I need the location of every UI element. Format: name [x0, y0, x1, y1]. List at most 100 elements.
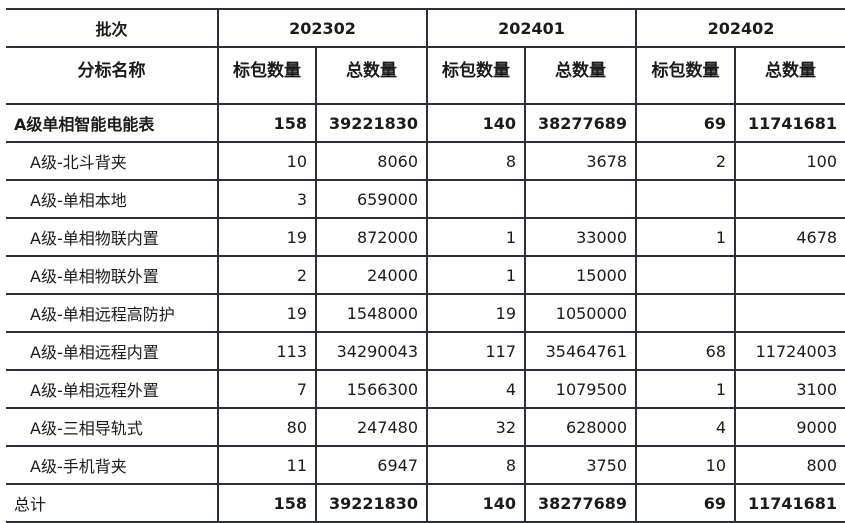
package-count-cell	[635, 293, 736, 333]
total-quantity-cell: 8060	[314, 141, 428, 181]
batch-header: 批次	[6, 8, 218, 48]
name-header: 分标名称	[6, 46, 218, 105]
total-quantity-cell: 247480	[314, 407, 428, 447]
package-count-cell	[426, 179, 526, 219]
total-quantity-header: 总数量	[314, 46, 428, 105]
row-name: 总计	[6, 483, 218, 523]
package-count-cell: 4	[635, 407, 736, 447]
package-count-cell: 158	[217, 483, 316, 523]
total-quantity-cell: 1050000	[524, 293, 637, 333]
row-name: A级-手机背夹	[6, 445, 218, 485]
row-name: A级-单相远程高防护	[6, 293, 218, 333]
package-count-cell: 2	[217, 255, 316, 295]
total-quantity-cell: 659000	[314, 179, 428, 219]
package-count-cell: 1	[426, 217, 526, 257]
total-quantity-cell	[524, 179, 637, 219]
total-quantity-cell: 34290043	[314, 331, 428, 371]
total-quantity-header: 总数量	[734, 46, 845, 105]
table-row: A级-单相本地 3 659000	[6, 179, 845, 219]
total-quantity-cell: 3678	[524, 141, 637, 181]
package-count-cell: 10	[217, 141, 316, 181]
package-count-cell: 7	[217, 369, 316, 409]
row-name: A级-单相本地	[6, 179, 218, 219]
package-count-cell: 140	[426, 103, 526, 143]
package-count-cell	[635, 179, 736, 219]
package-count-cell: 19	[217, 293, 316, 333]
total-quantity-cell: 38277689	[524, 103, 637, 143]
total-quantity-cell: 800	[734, 445, 845, 485]
package-count-cell: 1	[635, 369, 736, 409]
package-count-header: 标包数量	[635, 46, 736, 105]
total-quantity-cell: 1566300	[314, 369, 428, 409]
table-row-category: A级单相智能电能表 158 39221830 140 38277689 69 1174168…	[6, 103, 845, 143]
package-count-cell: 4	[426, 369, 526, 409]
package-count-cell: 8	[426, 445, 526, 485]
table-row: A级-单相远程内置 113 34290043 117 35464761 68 1172400…	[6, 331, 845, 371]
package-count-cell: 10	[635, 445, 736, 485]
total-quantity-cell: 9000	[734, 407, 845, 447]
total-quantity-cell: 628000	[524, 407, 637, 447]
total-quantity-cell: 39221830	[314, 483, 428, 523]
package-count-cell: 19	[426, 293, 526, 333]
total-quantity-cell: 100	[734, 141, 845, 181]
table-row: A级-单相远程高防护 19 1548000 19 1050000	[6, 293, 845, 333]
table-row: A级-北斗背夹 10 8060 8 3678 2 100	[6, 141, 845, 181]
total-quantity-cell: 1548000	[314, 293, 428, 333]
table-row: A级-单相物联外置 2 24000 1 15000	[6, 255, 845, 295]
batch-202402-header: 202402	[635, 8, 845, 48]
package-count-cell: 32	[426, 407, 526, 447]
package-count-cell: 1	[426, 255, 526, 295]
package-count-cell: 68	[635, 331, 736, 371]
total-quantity-cell: 3100	[734, 369, 845, 409]
package-count-cell: 8	[426, 141, 526, 181]
package-count-cell: 158	[217, 103, 316, 143]
total-quantity-cell: 33000	[524, 217, 637, 257]
row-name: A级-北斗背夹	[6, 141, 218, 181]
package-count-cell: 140	[426, 483, 526, 523]
row-name: A级-单相远程外置	[6, 369, 218, 409]
package-count-cell: 19	[217, 217, 316, 257]
package-count-cell: 11	[217, 445, 316, 485]
total-quantity-cell: 6947	[314, 445, 428, 485]
row-name: A级单相智能电能表	[6, 103, 218, 143]
batch-quantity-table: 批次 202302 202401 202402 分标名称 标包数量 总数量 标包…	[6, 8, 845, 523]
package-count-cell: 1	[635, 217, 736, 257]
total-quantity-cell: 1079500	[524, 369, 637, 409]
package-count-cell: 117	[426, 331, 526, 371]
row-name: A级-三相导轨式	[6, 407, 218, 447]
table-row: A级-三相导轨式 80 247480 32 628000 4 9000	[6, 407, 845, 447]
package-count-cell: 69	[635, 103, 736, 143]
total-quantity-cell	[734, 293, 845, 333]
total-quantity-cell: 3750	[524, 445, 637, 485]
total-quantity-cell: 39221830	[314, 103, 428, 143]
package-count-cell: 80	[217, 407, 316, 447]
total-quantity-cell	[734, 179, 845, 219]
total-quantity-cell: 35464761	[524, 331, 637, 371]
header-row-columns: 分标名称 标包数量 总数量 标包数量 总数量 标包数量 总数量	[6, 46, 845, 105]
table-row-total: 总计 158 39221830 140 38277689 69 11741681	[6, 483, 845, 523]
total-quantity-cell: 872000	[314, 217, 428, 257]
table-row: A级-手机背夹 11 6947 8 3750 10 800	[6, 445, 845, 485]
total-quantity-cell	[734, 255, 845, 295]
total-quantity-cell: 11741681	[734, 103, 845, 143]
total-quantity-cell: 15000	[524, 255, 637, 295]
package-count-header: 标包数量	[217, 46, 316, 105]
package-count-cell: 113	[217, 331, 316, 371]
package-count-cell	[635, 255, 736, 295]
row-name: A级-单相物联外置	[6, 255, 218, 295]
package-count-header: 标包数量	[426, 46, 526, 105]
total-quantity-header: 总数量	[524, 46, 637, 105]
package-count-cell: 3	[217, 179, 316, 219]
total-quantity-cell: 4678	[734, 217, 845, 257]
total-quantity-cell: 38277689	[524, 483, 637, 523]
total-quantity-cell: 24000	[314, 255, 428, 295]
row-name: A级-单相远程内置	[6, 331, 218, 371]
total-quantity-cell: 11741681	[734, 483, 845, 523]
total-quantity-cell: 11724003	[734, 331, 845, 371]
package-count-cell: 2	[635, 141, 736, 181]
table-row: A级-单相物联内置 19 872000 1 33000 1 4678	[6, 217, 845, 257]
batch-202302-header: 202302	[216, 8, 428, 48]
table-row: A级-单相远程外置 7 1566300 4 1079500 1 3100	[6, 369, 845, 409]
package-count-cell: 69	[635, 483, 736, 523]
row-name: A级-单相物联内置	[6, 217, 218, 257]
